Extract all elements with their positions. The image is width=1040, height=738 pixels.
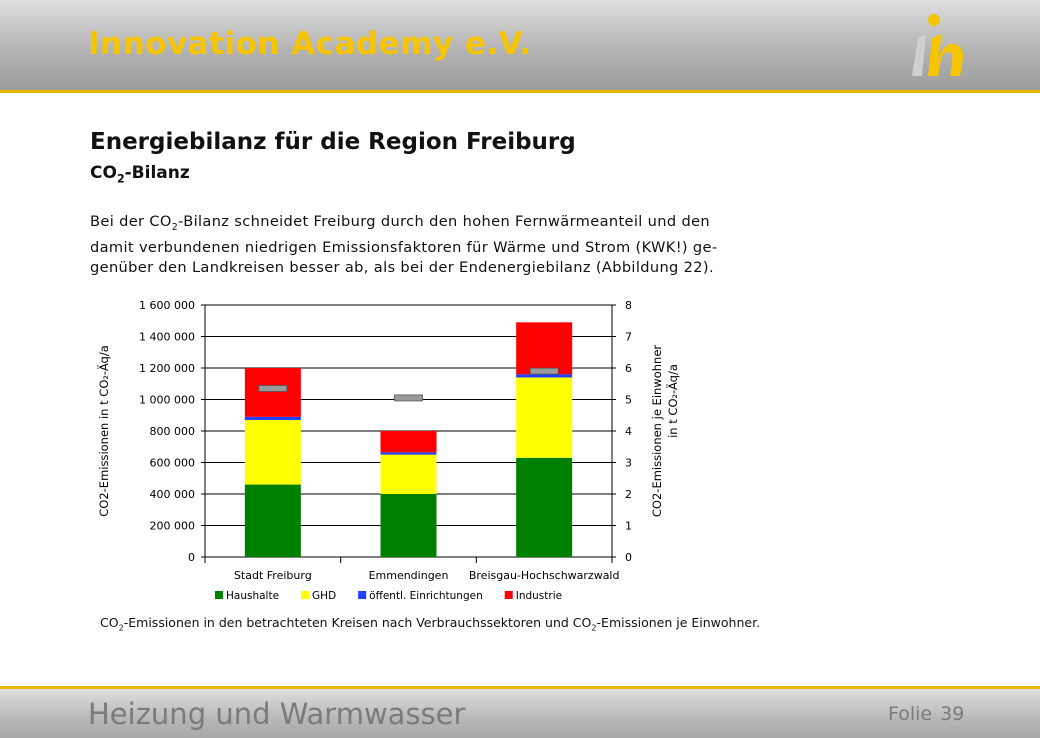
left-axis-title: CO2-Emissionen in t CO₂-Äq/a [96,345,111,517]
right-tick-label: 6 [625,362,632,375]
brand-title: Innovation Academy e.V. [88,26,532,62]
innovation-academy-logo-icon [912,14,963,76]
chart-caption: CO2-Emissionen in den betrachteten Kreis… [100,615,761,633]
legend-swatch [301,591,310,599]
footer-bar: Heizung und Warmwasser Folie 39 [0,686,1040,738]
legend-label: Haushalte [226,590,279,602]
left-tick-label: 1 000 000 [139,394,195,407]
left-tick-label: 1 600 000 [139,299,195,312]
left-tick-label: 800 000 [150,425,196,438]
bar-segment [244,419,301,485]
intro-paragraph: Bei der CO2-Bilanz schneidet Freiburg du… [90,212,730,278]
co2-chart: 0 200 000 400 000 600 000 800 000 1 000 000 1 … [96,299,680,602]
category-label: Breisgau-Hochschwarzwald [469,569,620,582]
paragraph-line: genüber den Landkreisen besser ab, als b… [90,258,714,276]
legend-swatch [358,591,367,599]
per-capita-marker [394,394,423,402]
left-tick-label: 400 000 [150,488,196,501]
legend-label: Industrie [516,590,562,602]
paragraph-line: damit verbundenen niedrigen Emissionsfak… [90,238,718,256]
bar-segment [244,368,301,417]
right-tick-label: 7 [625,331,632,344]
right-tick-label: 4 [625,425,632,438]
right-tick-label: 3 [625,457,632,470]
right-tick-label: 2 [625,488,632,501]
slide-number: Folie 39 [888,703,965,725]
bar-segment [516,374,573,378]
bar-segment [380,452,437,455]
slide-subtitle: CO2-Bilanz [90,163,190,186]
bar-segment [516,322,573,375]
category-label: Stadt Freiburg [234,569,312,582]
header-bar: Innovation Academy e.V. [0,0,1040,93]
left-tick-label: 600 000 [150,457,196,470]
bar-segment [244,416,301,420]
slide-title: Energiebilanz für die Region Freiburg [90,129,576,155]
legend-label: GHD [312,590,336,602]
right-tick-label: 8 [625,299,632,312]
right-axis-title: CO2-Emissionen je Einwohner [650,345,664,518]
bar-segment [380,454,437,494]
left-tick-label: 1 200 000 [139,362,195,375]
bar-segment [380,494,437,557]
left-tick-label: 0 [188,551,195,564]
left-tick-label: 1 400 000 [139,331,195,344]
footer-title: Heizung und Warmwasser [88,697,466,731]
right-axis-title: in t CO₂-Äq/a [665,364,680,438]
per-capita-marker [529,367,559,375]
right-tick-label: 0 [625,551,632,564]
legend-swatch [504,591,513,599]
paragraph-line: Bei der CO2-Bilanz schneidet Freiburg du… [90,213,711,233]
left-tick-label: 200 000 [150,520,196,533]
right-tick-label: 5 [625,394,632,407]
per-capita-marker [258,385,288,392]
bar-segment [516,377,573,458]
bar-segment [380,431,437,453]
bar-segment [244,484,301,557]
bar-segment [516,457,573,557]
legend-swatch [215,591,223,599]
right-tick-label: 1 [625,520,632,533]
legend-label: öffentl. Einrichtungen [369,590,483,602]
category-label: Emmendingen [369,569,449,582]
